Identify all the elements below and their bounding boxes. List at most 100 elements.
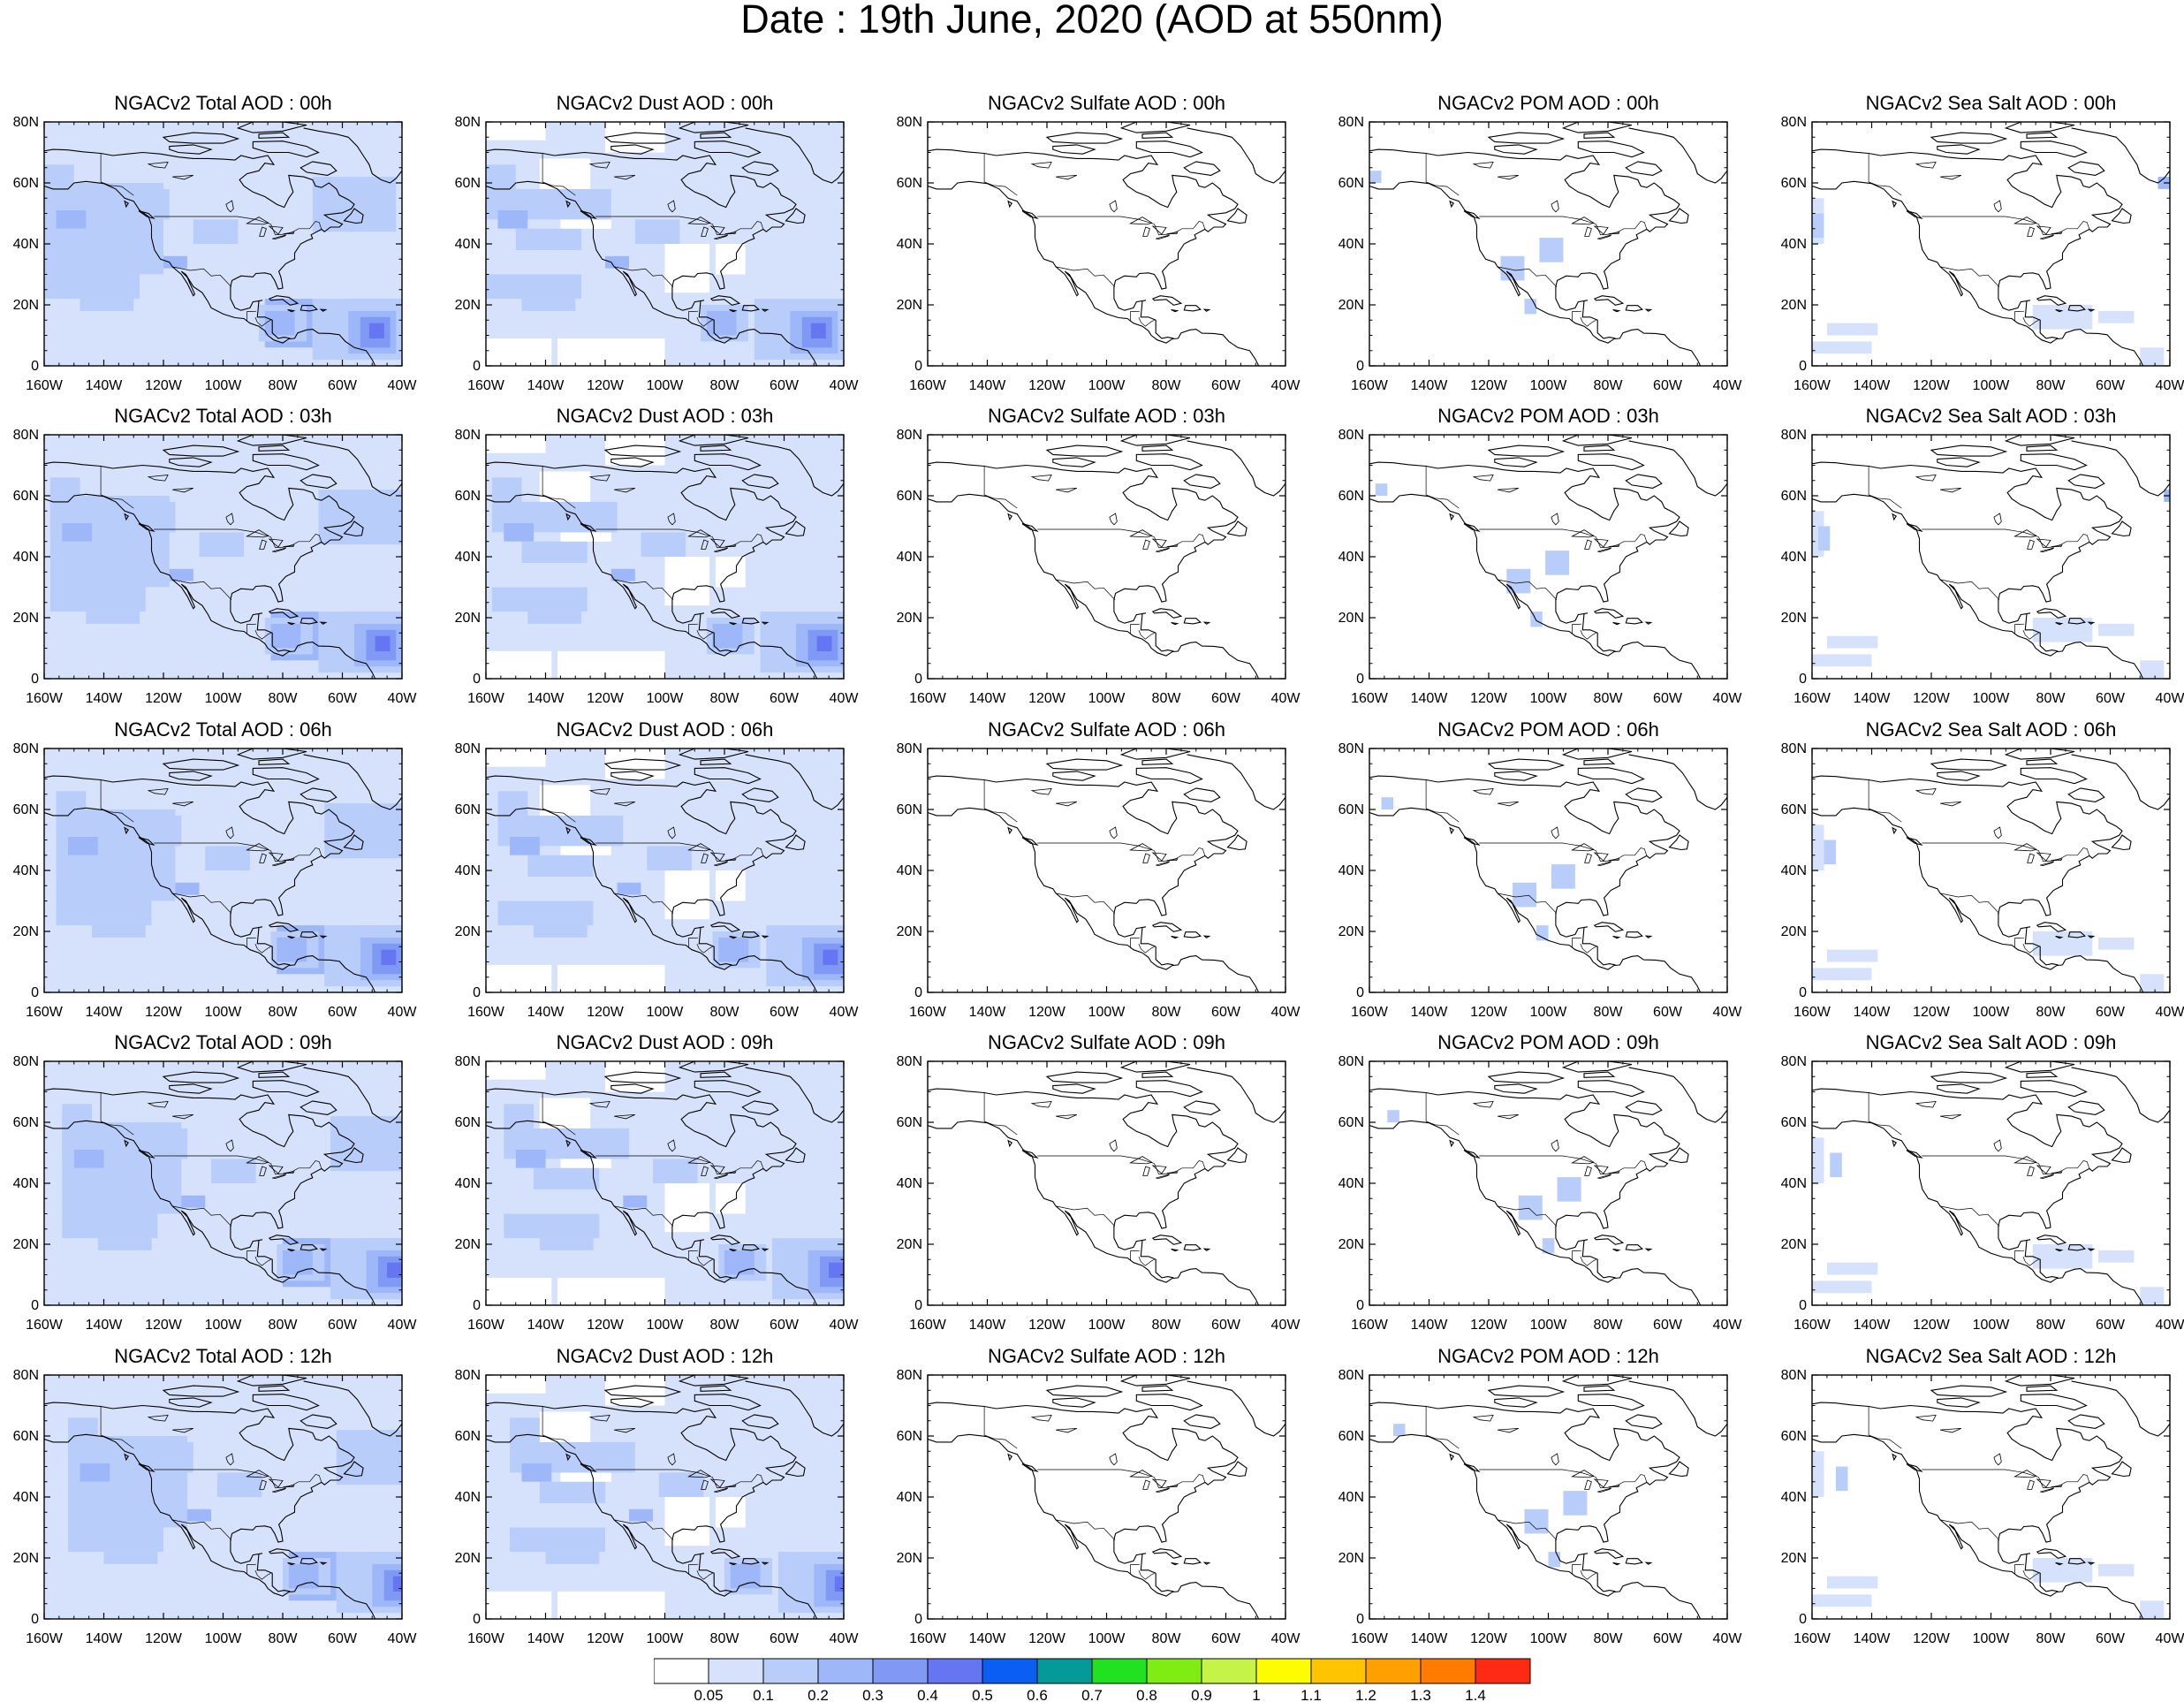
aod-field [1381,797,1575,941]
figure-title: Date : 19th June, 2020 (AOD at 550nm) [740,0,1444,42]
lon-tick-label: 80W [269,1631,299,1646]
lon-tick-label: 120W [1470,1005,1508,1020]
lon-tick-label: 60W [328,378,358,393]
aod-cell [605,1375,665,1406]
coastline [1812,122,2170,366]
lon-tick-label: 100W [205,1318,243,1333]
political-borders [1868,779,2090,954]
lat-tick-label: 20N [1781,924,1807,939]
coastline [486,1061,844,1305]
lat-tick-label: 60N [1338,489,1364,504]
aod-cell [486,1591,552,1619]
panel-title: NGACv2 Sulfate AOD : 00h [988,92,1225,114]
lon-tick-label: 80W [2036,1318,2066,1333]
aod-cell [2032,1558,2093,1583]
aod-cell [1542,1238,1555,1254]
coastline [1369,1375,1727,1619]
lat-tick-label: 20N [897,1551,922,1566]
aod-cell [1812,968,1872,981]
lon-tick-label: 120W [1470,1318,1508,1333]
aod-cell [1824,840,1836,865]
map-panel: NGACv2 POM AOD : 12h 80N 60N 40N 20N 0 160W 140… [1338,1345,1743,1646]
lat-tick-label: 80N [455,741,481,756]
aod-cell [534,1167,600,1189]
lon-tick-label: 160W [26,1005,64,1020]
lon-tick-label: 60W [1653,378,1683,393]
lat-tick-label: 60N [13,1115,39,1130]
lon-tick-label: 60W [1211,1631,1241,1646]
colorbar-swatch [1475,1658,1531,1684]
aod-cell [1536,925,1549,941]
lon-tick-label: 140W [969,1631,1007,1646]
panel-title: NGACv2 Dust AOD : 09h [557,1031,774,1053]
lon-tick-label: 160W [1793,1631,1831,1646]
aod-cell [381,949,397,965]
aod-cell [521,541,588,563]
lon-tick-label: 60W [2096,378,2126,393]
aod-cell [486,1277,552,1305]
lon-tick-label: 40W [1713,691,1743,706]
aod-field [1393,1424,1588,1568]
lon-tick-label: 140W [86,1631,124,1646]
lon-tick-label: 140W [1854,1005,1892,1020]
lat-tick-label: 20N [13,298,39,313]
aod-cell [2098,623,2135,636]
lat-tick-label: 80N [1338,1054,1364,1069]
colorbar-label: 0.1 [753,1687,774,1702]
aod-cell [2032,618,2093,642]
lat-tick-label: 0 [1356,359,1364,374]
panel-title: NGACv2 Sulfate AOD : 09h [988,1031,1225,1053]
political-borders [100,153,322,327]
political-borders [1425,1406,1648,1580]
aod-cell [1563,1491,1588,1516]
panel-title: NGACv2 Dust AOD : 06h [557,718,774,741]
lon-tick-label: 80W [2036,1005,2066,1020]
aod-cell [486,274,581,300]
lon-tick-label: 100W [1973,691,2011,706]
panel-title: NGACv2 Total AOD : 00h [114,92,332,114]
aod-cell [634,219,680,244]
coastline [486,435,844,679]
lon-tick-label: 120W [145,1631,183,1646]
map-panel: NGACv2 Total AOD : 03h 80N 60N 40N 20N 0 160W 1… [13,405,418,706]
aod-cell [557,1277,665,1305]
aod-field [44,435,402,679]
lat-tick-label: 0 [473,1612,481,1627]
aod-cell [1545,551,1570,575]
lon-tick-label: 100W [1530,1005,1568,1020]
aod-field [44,122,402,366]
aod-field [44,1375,402,1619]
aod-cell [715,870,746,901]
aod-cell [497,210,528,229]
colorbar-swatch [1420,1658,1476,1684]
aod-cell [49,477,80,502]
lon-tick-label: 60W [2096,691,2126,706]
aod-cell [368,323,384,338]
lon-tick-label: 100W [1088,1005,1126,1020]
lon-tick-label: 120W [587,691,625,706]
aod-cell [288,1563,319,1589]
lon-tick-label: 40W [830,1005,860,1020]
lat-tick-label: 60N [1781,802,1807,817]
lat-tick-label: 40N [455,1490,481,1505]
coastline [44,748,402,992]
aod-cell [497,900,594,926]
lon-tick-label: 40W [1271,1005,1301,1020]
aod-cell [629,1508,653,1522]
lat-tick-label: 40N [897,237,922,252]
lat-tick-label: 20N [455,1551,481,1566]
coastline [1812,1375,2170,1619]
lon-tick-label: 160W [909,1005,947,1020]
lon-tick-label: 40W [830,1631,860,1646]
lat-tick-label: 0 [473,1298,481,1313]
aod-cell [816,635,832,651]
aod-cell [2098,1250,2135,1263]
lon-tick-label: 140W [1411,1318,1449,1333]
aod-cell [86,612,140,624]
lon-tick-label: 120W [145,1005,183,1020]
lon-tick-label: 160W [909,1318,947,1333]
lat-tick-label: 40N [13,863,39,878]
aod-cell [56,900,152,926]
aod-cell [724,1250,755,1275]
